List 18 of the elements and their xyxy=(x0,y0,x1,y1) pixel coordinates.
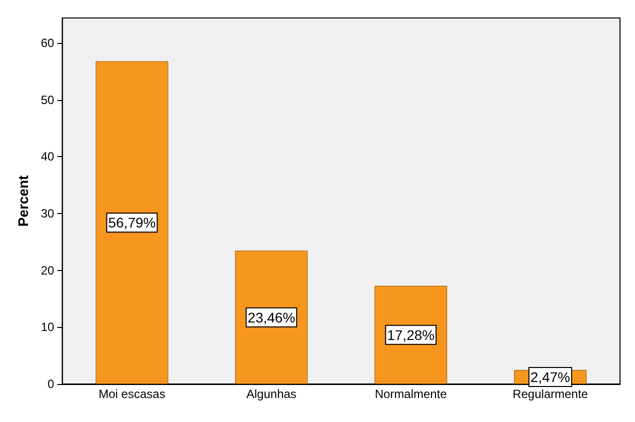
y-tick-label: 30 xyxy=(40,206,55,221)
bar xyxy=(96,61,168,384)
data-label: 23,46% xyxy=(248,309,296,326)
y-axis-title: Percent xyxy=(15,174,31,227)
y-tick-label: 60 xyxy=(40,36,55,50)
x-tick-label: Regularmente xyxy=(512,387,588,401)
y-tick-label: 10 xyxy=(40,320,55,334)
y-tick-label: 20 xyxy=(40,263,55,278)
bar xyxy=(235,250,308,384)
y-tick-label: 40 xyxy=(40,150,55,164)
y-tick-label: 50 xyxy=(40,92,55,107)
x-tick-label: Moi escasas xyxy=(98,387,166,401)
x-tick-label: Normalmente xyxy=(374,387,448,401)
data-label: 2,47% xyxy=(530,368,570,385)
y-tick-label: 0 xyxy=(48,377,55,391)
data-label: 56,79% xyxy=(108,214,156,231)
x-tick-label: Algunhas xyxy=(246,387,296,401)
data-label: 17,28% xyxy=(387,326,435,343)
